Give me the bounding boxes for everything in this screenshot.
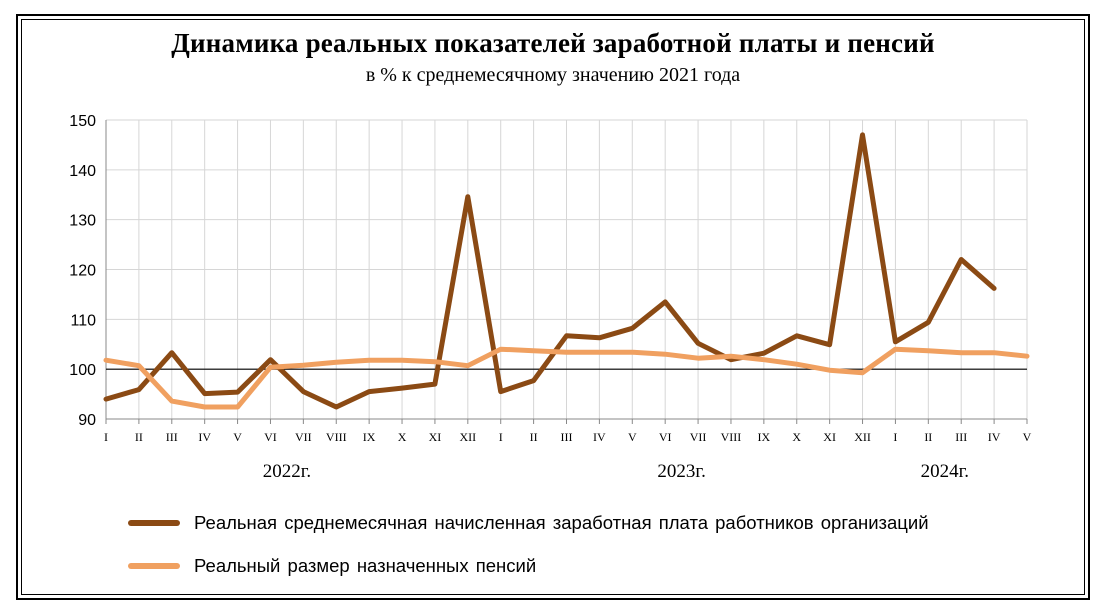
year-label: 2024г. (921, 461, 969, 482)
legend-swatch-pensions (128, 563, 180, 569)
y-tick-label: 140 (69, 163, 96, 180)
x-tick-label: XII (854, 430, 871, 444)
grid-lines (105, 119, 1028, 420)
y-tick-label: 110 (70, 312, 96, 329)
y-tick-label: 130 (69, 213, 96, 230)
series-lines (103, 132, 1030, 410)
chart-frame-outer (16, 14, 1090, 600)
x-tick-label: II (530, 430, 538, 444)
x-tick-label: V (1023, 430, 1032, 444)
x-tick-label: IV (198, 430, 211, 444)
legend-item-pensions: Реальный размер назначенных пенсий (128, 555, 536, 577)
x-tick-label: VII (295, 430, 312, 444)
legend-label-pensions: Реальный размер назначенных пенсий (194, 555, 537, 576)
y-axis-labels: 90 100 110 120 130 140 150 (69, 113, 96, 429)
x-tick-label: I (104, 430, 108, 444)
x-tick-label: X (792, 430, 801, 444)
x-tick-label: VII (690, 430, 707, 444)
x-tick-label: VI (264, 430, 277, 444)
chart-subtitle: в % к среднемесячному значению 2021 года (365, 64, 741, 86)
y-tick-label: 120 (69, 263, 96, 280)
x-tick-label: XII (459, 430, 476, 444)
x-tick-label: XI (429, 430, 442, 444)
x-tick-label: III (955, 430, 967, 444)
year-label: 2023г. (657, 461, 705, 482)
x-tick-label: VIII (326, 430, 347, 444)
x-tick-label: IX (758, 430, 771, 444)
y-tick-label: 90 (78, 412, 96, 429)
x-tick-label: II (135, 430, 143, 444)
x-tick-label: X (398, 430, 407, 444)
x-tick-label: XI (823, 430, 836, 444)
chart-title: Динамика реальных показателей заработной… (171, 28, 935, 58)
x-tick-label: III (561, 430, 573, 444)
legend-item-wages: Реальная среднемесячная начисленная зара… (128, 512, 929, 534)
series-line-wages (103, 132, 997, 410)
x-tick-label: III (166, 430, 178, 444)
x-tick-label: IV (988, 430, 1001, 444)
x-tick-label: VIII (721, 430, 742, 444)
chart-frame-inner (21, 19, 1085, 595)
series-line-pensions (103, 346, 1030, 410)
x-axis-ticks (105, 419, 1028, 424)
y-tick-label: 150 (69, 113, 96, 130)
x-axis-labels: I II III IV V VI VII VIII IX X XI XII I II III IV V VI VII… (104, 430, 1032, 444)
x-tick-label: I (893, 430, 897, 444)
x-tick-label: VI (659, 430, 672, 444)
x-tick-label: IV (593, 430, 606, 444)
legend-swatch-wages (128, 520, 180, 526)
y-tick-label: 100 (69, 362, 96, 379)
x-tick-label: II (924, 430, 932, 444)
x-tick-label: V (628, 430, 637, 444)
legend-label-wages: Реальная среднемесячная начисленная зара… (194, 512, 929, 533)
x-tick-label: I (499, 430, 503, 444)
x-tick-label: V (233, 430, 242, 444)
year-labels: 2022г. 2023г. 2024г. (263, 461, 969, 482)
x-tick-label: IX (363, 430, 376, 444)
year-label: 2022г. (263, 461, 311, 482)
